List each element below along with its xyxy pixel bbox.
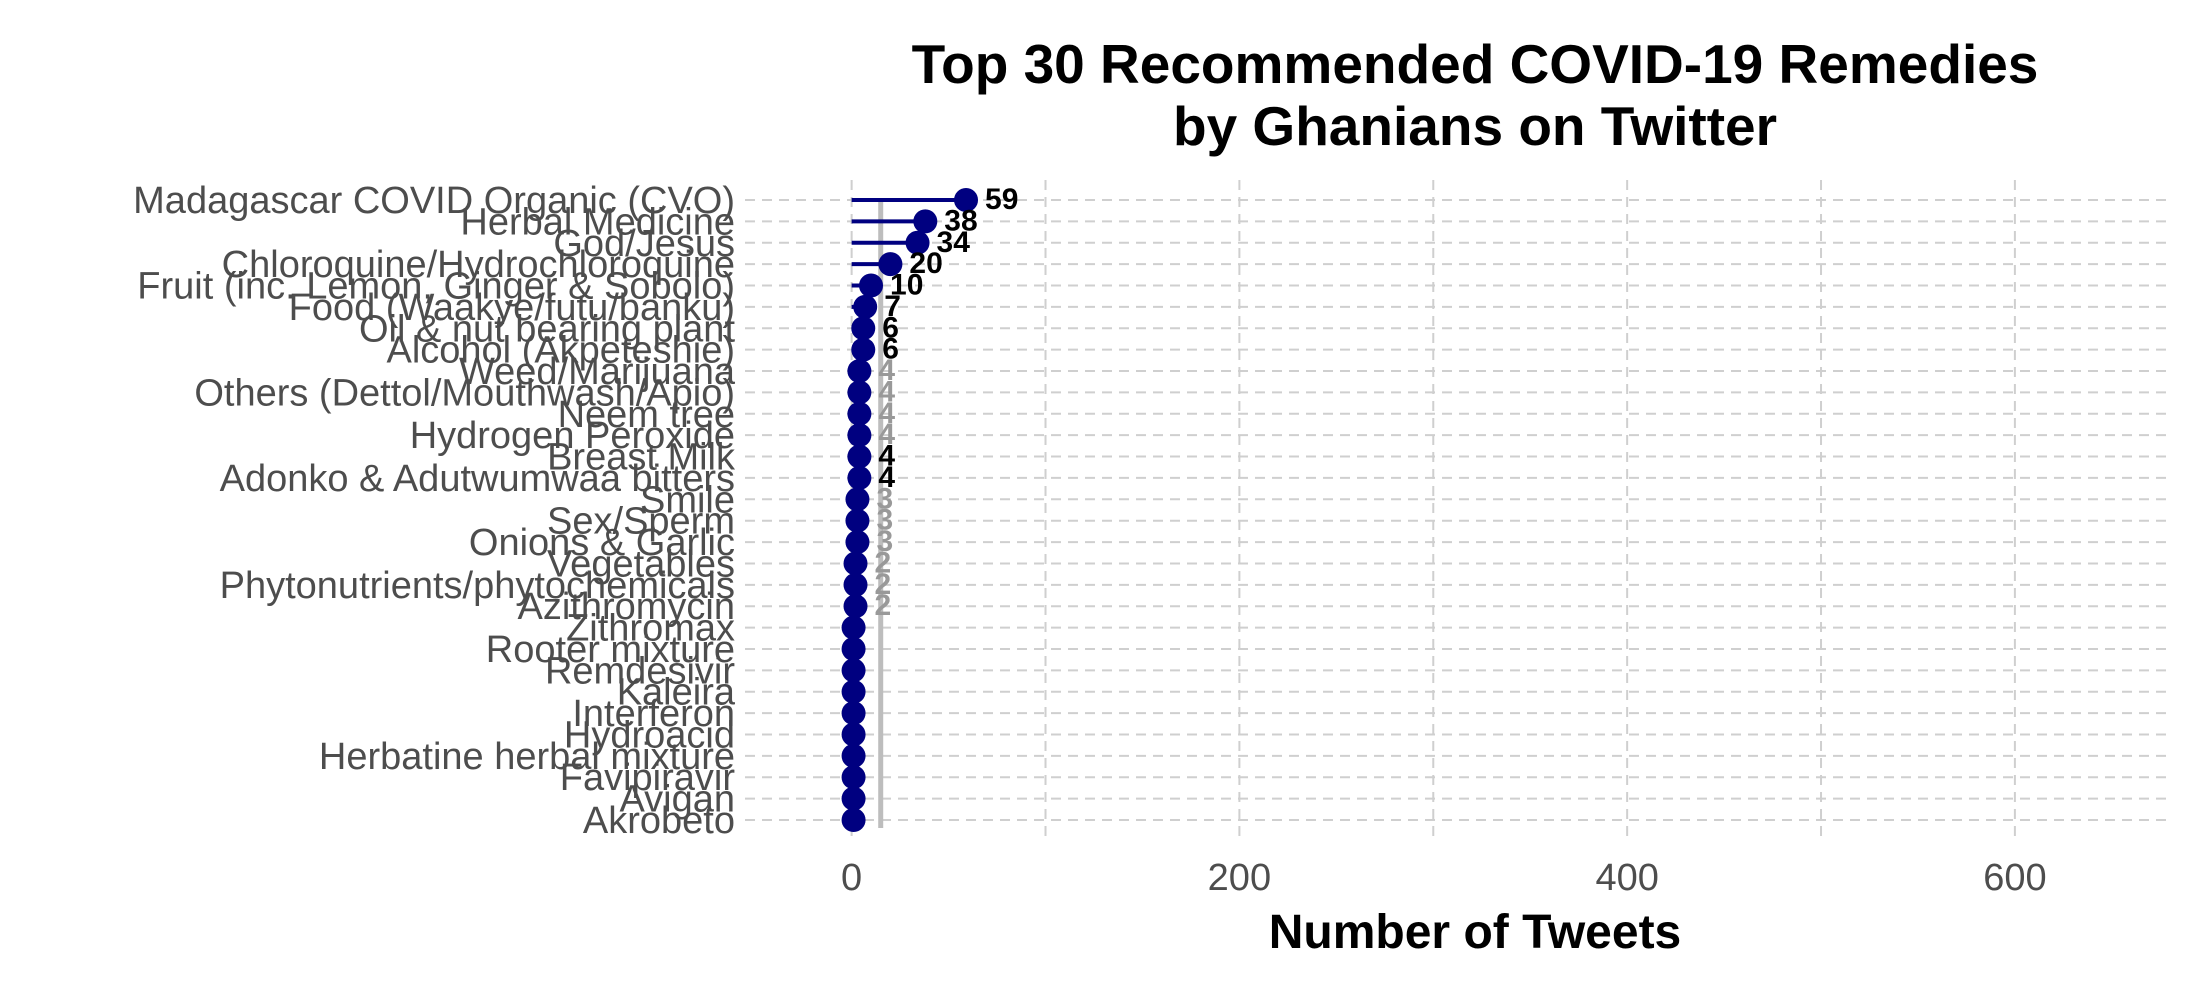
- data-label: 34: [937, 226, 971, 259]
- y-tick-label: Fruit (inc. Lemon, Ginger & Sobolo): [137, 266, 735, 308]
- y-tick-label: Remdesivir: [545, 650, 735, 692]
- lollipop-dot: [841, 615, 866, 640]
- data-label: 3: [876, 482, 893, 515]
- x-axis-tick-labels: 0 200 400 600: [841, 857, 2047, 899]
- y-tick-label: Adonko & Adutwumwaa bitters: [220, 458, 735, 500]
- y-tick-label: Breast Milk: [547, 437, 736, 479]
- x-tick-label: 600: [1983, 857, 2046, 899]
- y-axis-tick-labels: Madagascar COVID Organic (CVO)Herbal Med…: [133, 180, 736, 842]
- data-label: 20: [909, 247, 942, 280]
- lollipop-dot: [841, 808, 866, 832]
- data-label: 4: [878, 397, 895, 430]
- data-label: 4: [878, 440, 895, 473]
- y-tick-label: Favipiravir: [560, 757, 736, 799]
- dot-layer: [841, 188, 979, 832]
- y-tick-label: Hydrogen Peroxide: [410, 415, 735, 457]
- lollipop-dot: [878, 252, 903, 277]
- data-label: 2: [875, 589, 892, 622]
- data-label: 4: [878, 375, 895, 408]
- y-tick-label: God/Jesus: [553, 223, 735, 265]
- lollipop-dot: [905, 230, 930, 255]
- y-tick-label: Herbatine herbal mixture: [319, 736, 735, 778]
- lollipop-dot: [954, 188, 979, 212]
- x-tick-label: 0: [841, 857, 862, 899]
- data-label: 3: [876, 525, 893, 558]
- lollipop-dot: [847, 444, 872, 469]
- y-tick-label: Avigan: [619, 779, 735, 821]
- y-tick-label: Chloroquine/Hydrochloroquine: [222, 244, 735, 286]
- y-tick-label: Akrobeto: [583, 800, 735, 842]
- y-tick-label: Zithromax: [566, 608, 735, 650]
- lollipop-dot: [847, 423, 872, 448]
- lollipop-dot: [841, 679, 866, 704]
- y-tick-label: Food (Waakye/futu/banku): [289, 287, 735, 329]
- y-tick-label: Alcohol (Akpeteshie): [386, 330, 735, 372]
- chart-title-line-2: by Ghanians on Twitter: [1173, 95, 1777, 157]
- y-tick-label: Madagascar COVID Organic (CVO): [133, 180, 735, 222]
- y-tick-label: Phytonutrients/phytochemicals: [220, 565, 735, 607]
- lollipop-dot: [841, 636, 866, 661]
- x-tick-label: 200: [1208, 857, 1271, 899]
- lollipop-dot: [845, 508, 870, 533]
- lollipop-dot: [847, 359, 872, 384]
- grid-layer: [745, 180, 2170, 836]
- x-tick-label: 400: [1595, 857, 1658, 899]
- lollipop-dot: [847, 380, 872, 405]
- data-label: 59: [985, 183, 1018, 216]
- lollipop-dot: [843, 594, 868, 619]
- data-label: 4: [878, 461, 895, 494]
- y-tick-label: Azithromycin: [518, 586, 736, 628]
- data-label: 10: [890, 269, 923, 302]
- y-tick-label: Smile: [640, 479, 735, 521]
- data-label: 6: [882, 311, 899, 344]
- y-tick-label: Hydroacid: [564, 714, 735, 756]
- lollipop-dot: [843, 551, 868, 576]
- data-label: 38: [944, 204, 977, 237]
- data-label: 7: [884, 290, 901, 323]
- lollipop-dot: [845, 487, 870, 512]
- data-label: 6: [882, 333, 899, 366]
- y-tick-label: Weed/Marijuana: [459, 351, 736, 393]
- y-tick-label: Onions & Garlic: [469, 522, 735, 564]
- y-tick-label: Herbal Medicine: [460, 201, 735, 243]
- data-label: 4: [878, 354, 895, 387]
- lollipop-dot: [859, 273, 884, 298]
- data-label: 2: [875, 546, 892, 579]
- lollipop-dot: [851, 337, 876, 362]
- lollipop-dot: [841, 658, 866, 683]
- y-tick-label: Sex/Sperm: [547, 501, 735, 543]
- lollipop-dot: [847, 401, 872, 426]
- lollipop-dot: [847, 465, 872, 490]
- y-tick-label: Kaleira: [617, 672, 736, 714]
- lollipop-dot: [841, 743, 866, 768]
- y-tick-label: Interferon: [572, 693, 735, 735]
- lollipop-dot: [851, 316, 876, 341]
- y-tick-label: Rooter mixture: [486, 629, 735, 671]
- chart-title-line-1: Top 30 Recommended COVID-19 Remedies: [912, 33, 2039, 95]
- lollipop-dot: [843, 572, 868, 597]
- data-label: 2: [875, 568, 892, 601]
- lollipop-dot: [853, 294, 878, 319]
- y-tick-label: Others (Dettol/Mouthwash/Apio): [194, 372, 735, 414]
- lollipop-dot: [841, 765, 866, 790]
- y-tick-label: Vegetables: [547, 543, 735, 585]
- lollipop-dot: [913, 209, 938, 234]
- x-axis-title: Number of Tweets: [1269, 906, 1682, 959]
- data-label: 4: [878, 418, 895, 451]
- data-label: 3: [876, 504, 893, 537]
- y-tick-label: Oil & nut bearing plant: [359, 308, 735, 350]
- lollipop-dot: [845, 530, 870, 555]
- lollipop-dot: [841, 701, 866, 726]
- lollipop-dot: [841, 722, 866, 747]
- lollipop-dot: [841, 786, 866, 811]
- y-tick-label: Neem tree: [558, 394, 735, 436]
